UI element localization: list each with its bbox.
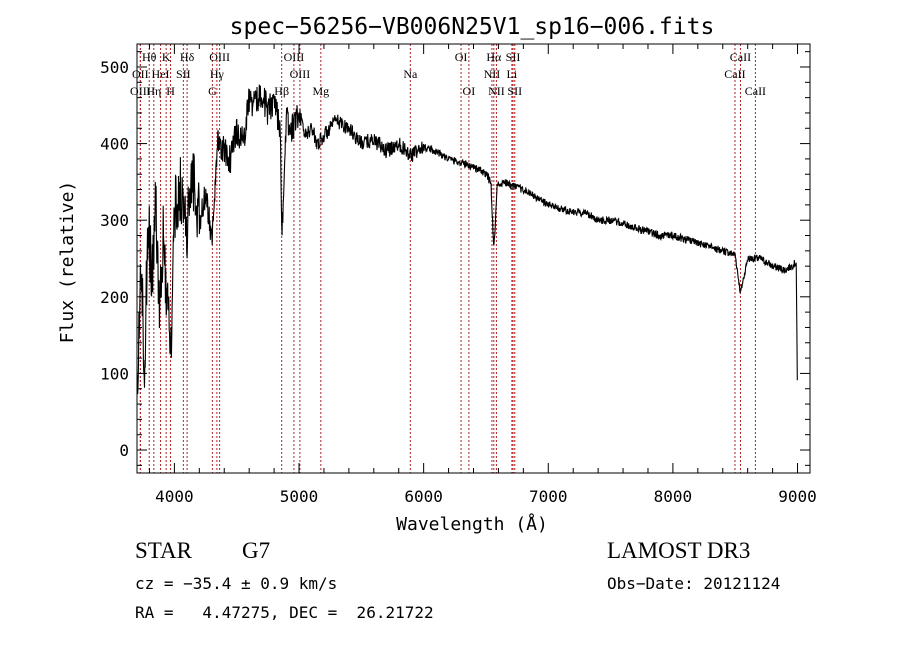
spectral-line-label: CaII — [724, 67, 745, 81]
spectral-line-label: OI — [463, 84, 476, 98]
object-class: STAR — [135, 538, 192, 563]
spectral-line-label: CaII — [745, 84, 766, 98]
spectral-line-label: Hδ — [180, 50, 195, 64]
spectral-line-label: OIII — [209, 50, 230, 64]
object-subclass: G7 — [242, 538, 271, 563]
y-tick-label: 0 — [119, 441, 129, 460]
obs-date: Obs−Date: 20121124 — [607, 574, 781, 593]
x-tick-label: 9000 — [778, 487, 817, 506]
spectral-line-label: Hα — [486, 50, 502, 64]
spectral-line-label: OII — [132, 67, 149, 81]
x-tick-label: 5000 — [280, 487, 319, 506]
spectral-line-label: H — [166, 84, 175, 98]
redshift-value: cz = −35.4 ± 0.9 km/s — [135, 574, 338, 593]
spectral-line-label: OIII — [284, 50, 305, 64]
spectral-line-label: NII — [484, 67, 501, 81]
y-axis-label: Flux (relative) — [57, 181, 78, 344]
y-tick-label: 500 — [100, 58, 129, 77]
y-tick-label: 100 — [100, 364, 129, 383]
spectral-line-label: G — [208, 84, 217, 98]
y-tick-label: 300 — [100, 211, 129, 230]
spectral-line-label: HeI — [152, 67, 170, 81]
chart-title: spec−56256−VB006N25V1_sp16−006.fits — [230, 14, 715, 40]
spectral-line-label: Li — [507, 67, 518, 81]
spectral-line-label: OI — [455, 50, 468, 64]
coordinates: RA = 4.47275, DEC = 26.21722 — [135, 603, 434, 622]
spectral-line-label: Na — [403, 67, 418, 81]
x-tick-label: 6000 — [404, 487, 443, 506]
spectral-line-label: Hθ — [142, 50, 157, 64]
spectral-line-label: OIII — [130, 84, 151, 98]
y-tick-label: 200 — [100, 288, 129, 307]
x-tick-label: 4000 — [155, 487, 194, 506]
survey-name: LAMOST DR3 — [607, 538, 751, 563]
y-tick-label: 400 — [100, 135, 129, 154]
spectral-line-label: Hβ — [274, 84, 289, 98]
spectral-line-label: OIII — [290, 67, 311, 81]
spectral-line-markers — [139, 44, 756, 473]
x-tick-label: 7000 — [529, 487, 568, 506]
spectral-line-label: SII — [176, 67, 191, 81]
spectral-line-label: NII — [488, 84, 505, 98]
spectrum-line — [136, 84, 798, 395]
spectral-line-label: Hη — [146, 84, 161, 98]
spectral-line-label: K — [162, 50, 171, 64]
plot-frame — [136, 43, 811, 474]
spectral-line-label: Mg — [312, 84, 329, 98]
spectral-line-label: SII — [507, 84, 522, 98]
axis-ticks: 4000 5000 6000 7000 8000 9000 0 100 200 300 400 500 — [100, 44, 817, 506]
spectral-line-label: SII — [506, 50, 521, 64]
x-axis-label: Wavelength (Å) — [396, 513, 548, 535]
spectral-line-label: CaII — [730, 50, 751, 64]
x-tick-label: 8000 — [654, 487, 693, 506]
spectral-line-label: Hγ — [210, 67, 225, 81]
